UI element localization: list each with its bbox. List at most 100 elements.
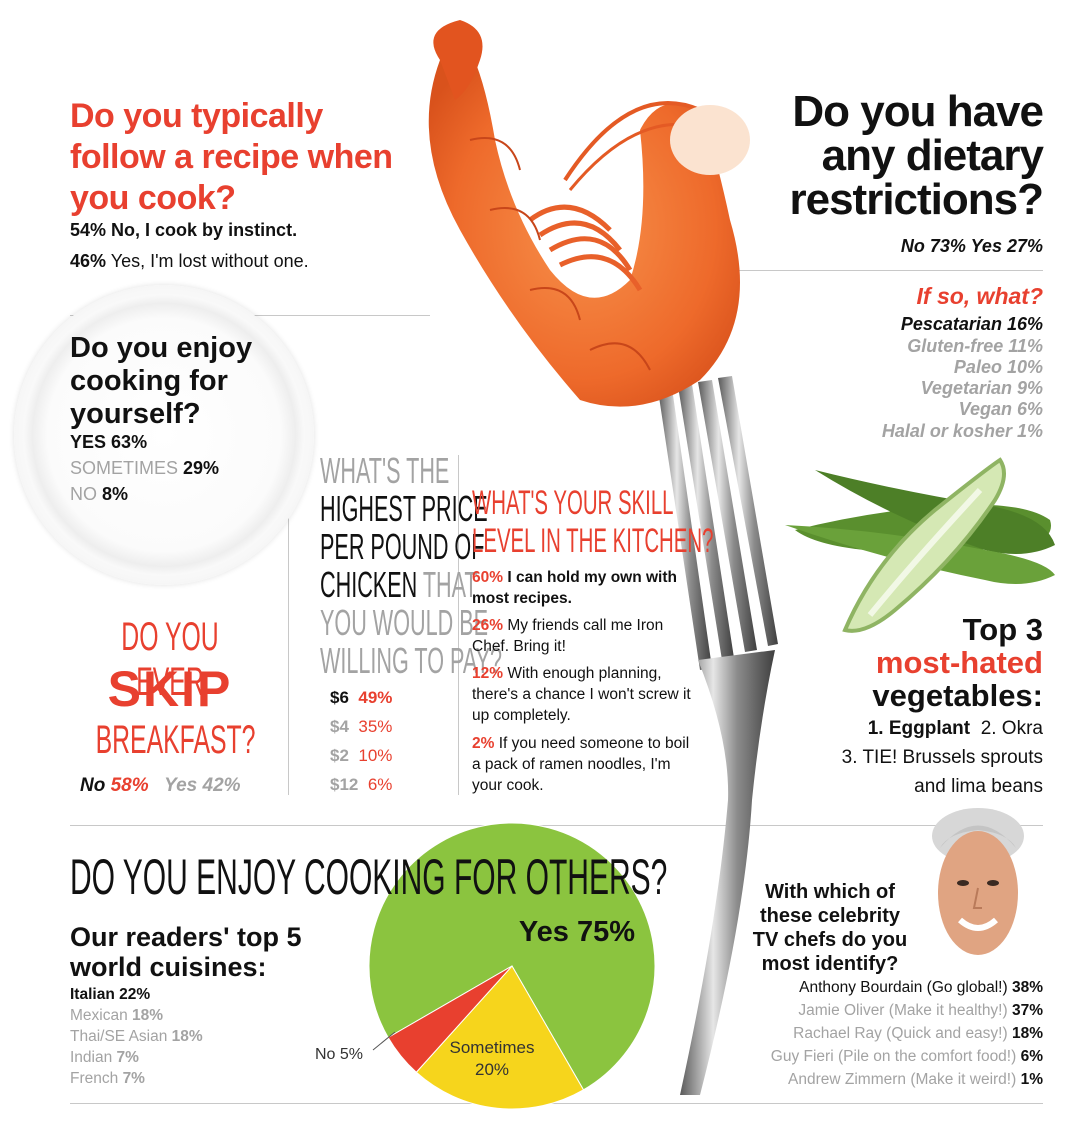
cuisine-pct: 18% [132,1007,164,1024]
dietary-item-pct: 10% [1006,357,1043,377]
cuisines-title-line-1: Our readers' top 5 [70,922,302,952]
chef-name: Andrew Zimmern (Make it weird!) [788,1071,1017,1088]
answer-pct: 29% [183,458,220,478]
breakfast-title-skip: SKIP [107,661,233,717]
recipe-answer-2: 46% Yes, I'm lost without one. [70,251,309,272]
vegetables-title-line-3: vegetables: [872,678,1043,713]
answer-pct: 63% [111,432,148,452]
chicken-title-line-3: PER POUND OF [320,526,485,567]
cuisine-item: Mexican 18% [70,1007,163,1025]
recipe-question-title: Do you typically follow a recipe when yo… [70,97,393,217]
recipe-answer-2-text: Yes, I'm lost without one. [110,251,309,271]
chicken-title-line-4: CHICKEN THAT [320,564,478,605]
skill-title-line-2: LEVEL IN THE KITCHEN? [472,522,714,560]
pie-slice-sometimes [415,965,585,1110]
divider-vertical-left [288,455,289,795]
chef-pct: 37% [1011,1002,1043,1019]
dietary-item: Gluten-free 11% [907,336,1043,357]
skill-pct: 26% [472,617,504,634]
dietary-answer: No 73% Yes 27% [901,236,1043,257]
chicken-title-line-1: WHAT'S THE [320,450,450,491]
vegetables-line-2: 3. TIE! Brussels sprouts [841,747,1043,768]
pie-label-sometimes-pct: 20% [475,1060,509,1079]
dietary-item-name: Vegetarian [920,378,1012,398]
cuisine-item: Indian 7% [70,1049,139,1067]
chicken-title-line-2: HIGHEST PRICE [320,488,488,529]
chicken-price-row: $6 49% [330,688,392,708]
chef-item: Rachael Ray (Quick and easy!) 18% [793,1025,1043,1043]
chef-item: Andrew Zimmern (Make it weird!) 1% [788,1071,1043,1089]
dietary-item-name: Halal or kosher [881,421,1012,441]
cuisine-name: Italian [70,986,115,1003]
cuisine-pct: 7% [122,1070,145,1087]
veg-second: 2. Okra [980,718,1043,739]
dietary-item: Paleo 10% [954,357,1043,378]
cuisine-name: French [70,1070,119,1087]
chef-name: Anthony Bourdain (Go global!) [799,979,1008,996]
recipe-answer-1-pct: 54% [70,220,107,240]
cuisines-title: Our readers' top 5 world cuisines: [70,922,370,982]
skill-text: I can hold my own with most recipes. [472,569,677,607]
price: $12 [330,775,359,794]
skill-item: 2% If you need someone to boil a pack of… [472,733,694,796]
answer-pct: 8% [102,484,129,504]
cuisine-item: Italian 22% [70,986,150,1004]
dietary-item: Vegan 6% [959,399,1043,420]
cuisine-pct: 22% [119,986,151,1003]
vegetables-title-line-1: Top 3 [962,612,1043,647]
skill-text: With enough planning, there's a chance I… [472,665,691,724]
chef-pct: 38% [1011,979,1043,996]
cuisine-pct: 7% [116,1049,139,1066]
divider-top-right [700,270,1043,271]
dietary-yes-pct: 27% [1006,236,1043,256]
cuisine-name: Mexican [70,1007,128,1024]
pct: 35% [358,717,393,736]
dietary-item-pct: 11% [1008,336,1043,356]
chefs-title-line-4: most identify? [761,953,899,975]
dietary-followup-title: If so, what? [916,283,1044,309]
skill-item: 60% I can hold my own with most recipes. [472,567,694,609]
others-pie-chart: Yes 75% Sometimes 20% No 5% [315,822,656,1110]
vegetables-line-1: 1. Eggplant 2. Okra [868,718,1043,740]
recipe-answer-1: 54% No, I cook by instinct. [70,220,297,241]
dietary-item-name: Paleo [953,357,1002,377]
cuisines-title-line-2: world cuisines: [70,952,267,982]
dietary-question-title: Do you have any dietary restrictions? [643,87,1044,222]
divider-vertical-right [458,455,459,795]
dietary-title-line-2: any dietary [821,131,1044,180]
chef-item: Guy Fieri (Pile on the comfort food!) 6% [771,1048,1043,1066]
skill-pct: 12% [472,665,504,682]
dietary-item: Pescatarian 16% [901,314,1043,335]
chef-pct: 1% [1020,1071,1043,1088]
skill-item: 26% My friends call me Iron Chef. Bring … [472,615,694,657]
dietary-item-name: Pescatarian [900,314,1002,334]
chef-name: Rachael Ray (Quick and easy!) [793,1025,1008,1042]
pie-no-leader-line [372,1031,396,1051]
dietary-item-pct: 1% [1016,421,1043,441]
others-question-title: DO YOU ENJOY COOKING FOR OTHERS? [70,849,668,905]
skill-pct: 2% [472,735,495,752]
answer-label: NO [70,484,97,504]
cuisine-pct: 18% [171,1028,203,1045]
dietary-title-line-1: Do you have [792,87,1044,136]
breakfast-title-line-1: DO YOU EVER [121,615,219,704]
pie-label-sometimes: Sometimes [449,1038,534,1057]
dietary-item: Vegetarian 9% [921,378,1043,399]
vegetables-line-3: and lima beans [914,776,1043,797]
price: $4 [330,717,349,736]
breakfast-answer: No 58% Yes 42% [80,775,241,797]
price: $6 [330,688,349,707]
shrimp-on-fork-image [428,20,778,1095]
self-cooking-answer-sometimes: SOMETIMES 29% [70,458,219,479]
chicken-price-row: $4 35% [330,717,392,737]
chefs-question-title: With which of these celebrity TV chefs d… [730,880,930,976]
chef-item: Jamie Oliver (Make it healthy!) 37% [798,1002,1043,1020]
cuisine-name: Indian [70,1049,113,1066]
skill-item: 12% With enough planning, there's a chan… [472,663,694,726]
chef-portrait-image [932,808,1024,955]
dietary-item-pct: 6% [1016,399,1043,419]
chicken-price-row: $2 10% [330,746,392,766]
chefs-title-line-3: TV chefs do you [752,929,908,951]
dietary-no-label: No [900,236,925,256]
pct: 10% [358,746,393,765]
